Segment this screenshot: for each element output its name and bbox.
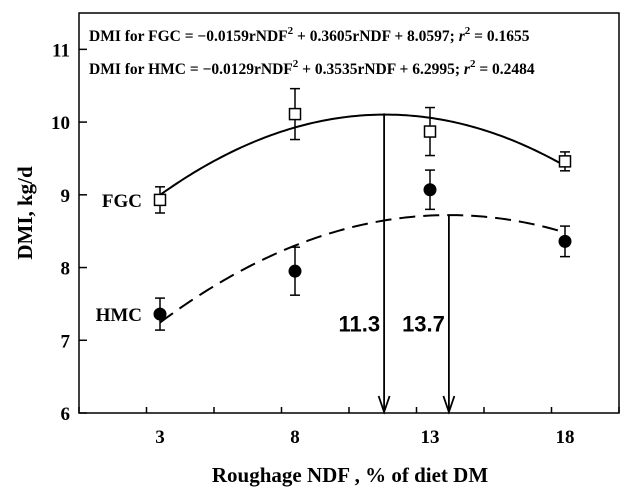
series-labels: FGC HMC bbox=[96, 191, 142, 326]
x-tick-label: 8 bbox=[290, 427, 300, 448]
fit-curve-hmc bbox=[159, 214, 566, 324]
y-tick-label: 9 bbox=[61, 186, 71, 207]
data-point-fgc bbox=[288, 107, 302, 121]
arrow-head bbox=[377, 395, 391, 415]
x-axis-title: Roughage NDF , % of diet DM bbox=[212, 463, 488, 487]
y-tick-label: 10 bbox=[51, 113, 70, 134]
data-point-hmc bbox=[558, 234, 572, 248]
data-point-hmc bbox=[423, 183, 437, 197]
optimum-label: 13.7 bbox=[402, 312, 445, 337]
data-point-hmc bbox=[153, 307, 167, 321]
optimum-label: 11.3 bbox=[338, 312, 380, 337]
data-point-fgc bbox=[153, 193, 167, 207]
x-tick-label: 18 bbox=[556, 427, 575, 448]
equation-hmc: DMI for HMC = −0.0129rNDF2 + 0.3535rNDF … bbox=[89, 58, 535, 78]
y-tick-label: 7 bbox=[61, 331, 71, 352]
y-tick-label: 11 bbox=[52, 40, 70, 61]
y-tick-label: 8 bbox=[61, 259, 71, 280]
y-axis: 6 7 8 9 10 11 bbox=[51, 40, 87, 425]
series-label-hmc: HMC bbox=[96, 305, 142, 326]
x-axis: 3 8 13 18 bbox=[78, 407, 620, 448]
equation-legend: DMI for FGC = −0.0159rNDF2 + 0.3605rNDF … bbox=[89, 25, 535, 78]
x-tick-label: 13 bbox=[421, 427, 440, 448]
equation-fgc: DMI for FGC = −0.0159rNDF2 + 0.3605rNDF … bbox=[89, 25, 530, 45]
fit-curve-fgc bbox=[159, 113, 566, 196]
data-point-hmc bbox=[288, 264, 302, 278]
y-axis-title: DMI, kg/d bbox=[13, 166, 37, 260]
arrow-head bbox=[442, 395, 456, 415]
data-point-fgc bbox=[423, 125, 437, 138]
x-tick-label: 3 bbox=[155, 427, 165, 448]
y-tick-label: 6 bbox=[61, 404, 71, 425]
fit-curves bbox=[159, 113, 566, 324]
data-points bbox=[153, 87, 572, 331]
series-label-fgc: FGC bbox=[102, 191, 142, 212]
data-point-fgc bbox=[558, 155, 572, 168]
optimum-arrows: 11.3 13.7 bbox=[338, 113, 456, 415]
